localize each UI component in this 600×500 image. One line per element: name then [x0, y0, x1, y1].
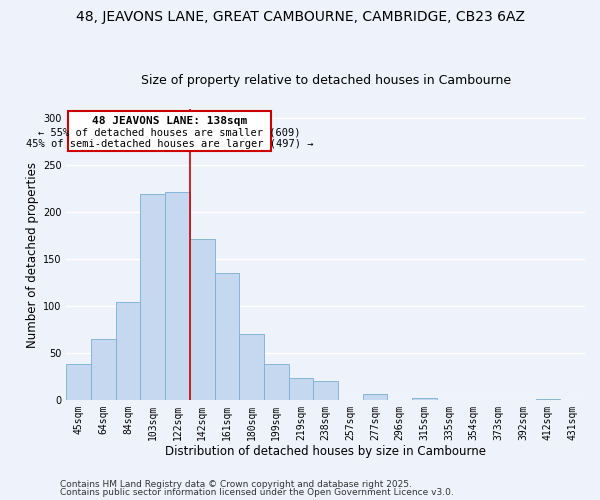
- Bar: [190, 238, 215, 400]
- Title: Size of property relative to detached houses in Cambourne: Size of property relative to detached ho…: [140, 74, 511, 87]
- Text: 48, JEAVONS LANE, GREAT CAMBOURNE, CAMBRIDGE, CB23 6AZ: 48, JEAVONS LANE, GREAT CAMBOURNE, CAMBR…: [76, 10, 524, 24]
- Text: 45% of semi-detached houses are larger (497) →: 45% of semi-detached houses are larger (…: [26, 138, 313, 148]
- Bar: [264, 364, 289, 400]
- Text: Contains public sector information licensed under the Open Government Licence v3: Contains public sector information licen…: [60, 488, 454, 497]
- Bar: [116, 302, 140, 400]
- Bar: [67, 364, 91, 400]
- X-axis label: Distribution of detached houses by size in Cambourne: Distribution of detached houses by size …: [165, 444, 486, 458]
- Text: Contains HM Land Registry data © Crown copyright and database right 2025.: Contains HM Land Registry data © Crown c…: [60, 480, 412, 489]
- Bar: [91, 339, 116, 400]
- Bar: [140, 194, 165, 400]
- FancyBboxPatch shape: [68, 111, 271, 152]
- Bar: [165, 192, 190, 400]
- Bar: [289, 378, 313, 400]
- Bar: [313, 382, 338, 400]
- Bar: [363, 394, 388, 400]
- Bar: [239, 334, 264, 400]
- Bar: [215, 274, 239, 400]
- Text: 48 JEAVONS LANE: 138sqm: 48 JEAVONS LANE: 138sqm: [92, 116, 247, 126]
- Text: ← 55% of detached houses are smaller (609): ← 55% of detached houses are smaller (60…: [38, 127, 301, 137]
- Y-axis label: Number of detached properties: Number of detached properties: [26, 162, 38, 348]
- Bar: [412, 398, 437, 400]
